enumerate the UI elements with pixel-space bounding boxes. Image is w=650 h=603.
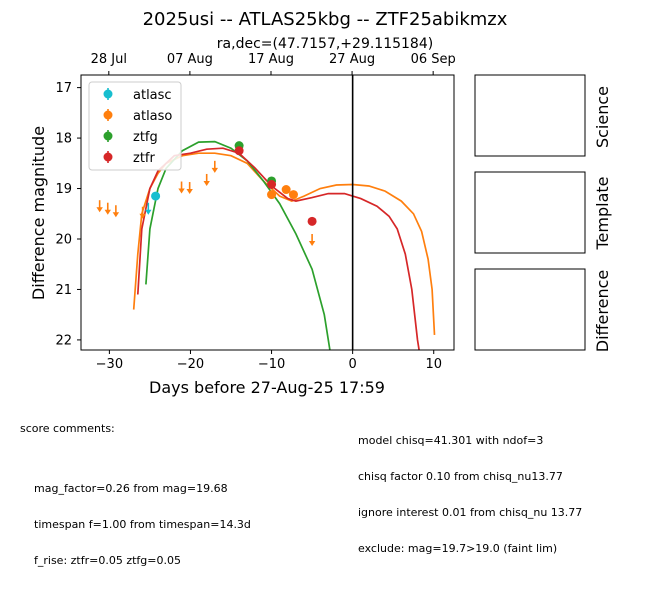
y-axis-label: Difference magnitude <box>29 126 48 300</box>
top-tick-label: 07 Aug <box>167 52 213 67</box>
y-tick-label: 20 <box>55 232 72 247</box>
score-comment-line: f_rise: ztfr=0.05 ztfg=0.05 <box>34 554 181 567</box>
plot-frame <box>80 74 455 351</box>
chart-subtitle: ra,dec=(47.7157,+29.115184) <box>217 36 433 52</box>
model-comment-line: chisq factor 0.10 from chisq_nu13.77 <box>358 470 563 483</box>
plot-clip-group <box>96 140 436 350</box>
data-point-atlaso <box>267 190 277 200</box>
difference-label: Difference <box>593 270 612 352</box>
legend: atlasc atlaso ztfg ztfr <box>88 81 182 171</box>
top-tick-label: 27 Aug <box>329 52 375 67</box>
upper-limit-head-atlaso <box>211 167 218 173</box>
data-point-atlaso <box>281 185 291 195</box>
lightcurve-figure: 2025usi -- ATLAS25kbg -- ZTF25abikmzx ra… <box>29 9 612 397</box>
x-axis-label: Days before 27-Aug-25 17:59 <box>149 378 385 397</box>
top-tick-label: 06 Sep <box>411 52 456 67</box>
plot-area: −30 −20 −10 0 10 28 Jul 07 Aug 17 Aug 27 Aug 06 S… <box>55 52 455 372</box>
data-point-atlasc <box>151 191 161 201</box>
y-tick-label: 19 <box>55 182 72 197</box>
top-tick-label: 28 Jul <box>91 52 127 67</box>
upper-limit-head-atlaso <box>96 207 103 213</box>
legend-label-ztfg: ztfg <box>133 130 158 145</box>
score-comments-header: score comments: <box>20 422 115 435</box>
upper-limit-head-atlaso <box>104 209 111 215</box>
x-tick-label: 0 <box>349 357 357 372</box>
data-point-atlaso <box>288 190 298 200</box>
x-tick-label: 10 <box>425 357 442 372</box>
x-tick-label: −10 <box>258 357 285 372</box>
fit-curve-ztfr <box>136 147 420 350</box>
upper-limit-head-atlaso <box>178 188 185 194</box>
legend-marker-ztfr <box>103 152 113 162</box>
upper-limit-head-atlaso <box>308 241 316 246</box>
legend-marker-ztfg <box>103 131 113 141</box>
x-tick-label: −30 <box>96 357 123 372</box>
legend-marker-atlasc <box>103 89 113 99</box>
legend-label-atlasc: atlasc <box>133 88 172 103</box>
y-tick-label: 21 <box>55 283 72 298</box>
data-point-ztfr <box>307 216 317 226</box>
y-tick-label: 18 <box>55 132 72 147</box>
fit-curve-ztfg <box>145 140 331 350</box>
science-label: Science <box>593 86 612 148</box>
data-point-ztfr <box>234 146 244 156</box>
upper-limit-head-atlaso <box>112 212 120 218</box>
upper-limit-head-atlaso <box>139 213 146 219</box>
model-comment-line: model chisq=41.301 with ndof=3 <box>358 434 544 447</box>
science-panel <box>474 74 586 157</box>
score-comment-line: mag_factor=0.26 from mag=19.68 <box>34 482 228 495</box>
template-label: Template <box>593 176 612 250</box>
template-panel <box>474 171 586 254</box>
model-comment-line: exclude: mag=19.7>19.0 (faint lim) <box>358 542 558 555</box>
y-tick-label: 17 <box>55 81 72 96</box>
model-comment-line: ignore interest 0.01 from chisq_nu 13.77 <box>358 506 583 519</box>
y-tick-label: 22 <box>55 333 72 348</box>
upper-limit-head-atlasc <box>145 209 152 215</box>
score-comment-line: timespan f=1.00 from timespan=14.3d <box>34 518 251 531</box>
fit-curve-atlaso <box>132 152 436 335</box>
upper-limit-head-atlaso <box>203 180 210 186</box>
chart-title: 2025usi -- ATLAS25kbg -- ZTF25abikmzx <box>143 9 508 30</box>
data-point-ztfr <box>267 179 277 189</box>
legend-label-ztfr: ztfr <box>133 151 155 166</box>
legend-box <box>88 81 182 171</box>
top-tick-label: 17 Aug <box>248 52 294 67</box>
score-comments: score comments: mag_factor=0.26 from mag… <box>20 399 251 603</box>
upper-limit-head-atlaso <box>186 189 193 195</box>
model-comments: model chisq=41.301 with ndof=3 chisq fac… <box>358 411 582 567</box>
x-tick-label: −20 <box>177 357 204 372</box>
legend-marker-atlaso <box>103 110 113 120</box>
difference-panel <box>474 268 586 351</box>
legend-label-atlaso: atlaso <box>133 109 172 124</box>
